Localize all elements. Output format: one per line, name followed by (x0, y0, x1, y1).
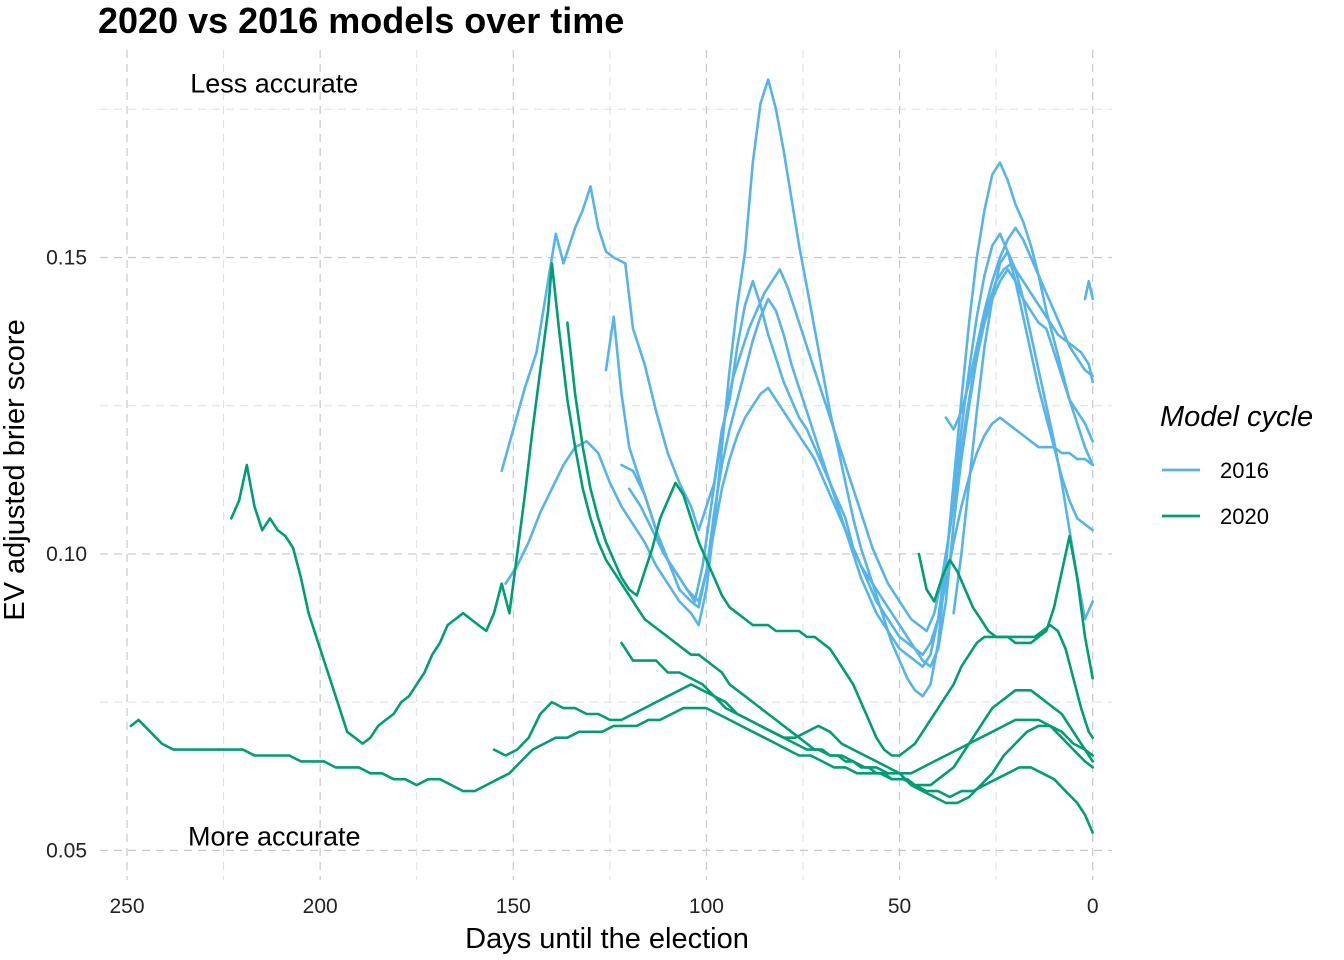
annotation-label: Less accurate (190, 69, 358, 99)
x-axis-tick-labels: 250 200 150 100 50 0 (110, 895, 1099, 918)
y-axis-tick-labels: 0.05 0.10 0.15 (46, 247, 87, 863)
major-gridlines (100, 50, 1112, 880)
series-line-2016 (504, 78, 1094, 698)
series-lines (129, 78, 1094, 834)
x-tick-label: 150 (496, 895, 531, 918)
legend-title: Model cycle (1160, 401, 1313, 433)
x-tick-label: 50 (888, 895, 911, 918)
x-tick-label: 250 (110, 895, 145, 918)
x-axis-title: Days until the election (465, 923, 749, 955)
series-line-2020 (230, 262, 1094, 787)
y-axis-title: EV adjusted brier score (0, 319, 31, 620)
x-tick-label: 200 (303, 895, 338, 918)
series-line-2020 (917, 552, 1094, 739)
chart-title: 2020 vs 2016 models over time (98, 0, 624, 41)
series-line-2016 (627, 386, 1094, 656)
series-line-2020 (620, 641, 1094, 775)
series-line-2020 (492, 683, 1094, 805)
y-tick-label: 0.10 (46, 543, 87, 566)
series-line-2016 (952, 250, 1094, 621)
series-line-2020 (129, 706, 1094, 834)
series-line-2016 (944, 226, 1094, 431)
legend: Model cycle 2016 2020 (1160, 401, 1313, 529)
y-tick-label: 0.05 (46, 839, 87, 862)
series-line-2016 (620, 232, 1094, 668)
series-line-2016 (1083, 279, 1094, 301)
x-tick-label: 0 (1087, 895, 1099, 918)
series-line-2016 (500, 185, 1094, 668)
annotation-label: More accurate (188, 822, 361, 852)
legend-entries: 2016 2020 (1162, 458, 1269, 529)
x-tick-label: 100 (689, 895, 724, 918)
annotations: Less accurate More accurate (188, 69, 361, 852)
legend-label: 2020 (1220, 504, 1269, 529)
legend-label: 2016 (1220, 458, 1269, 483)
y-tick-label: 0.15 (46, 247, 87, 270)
